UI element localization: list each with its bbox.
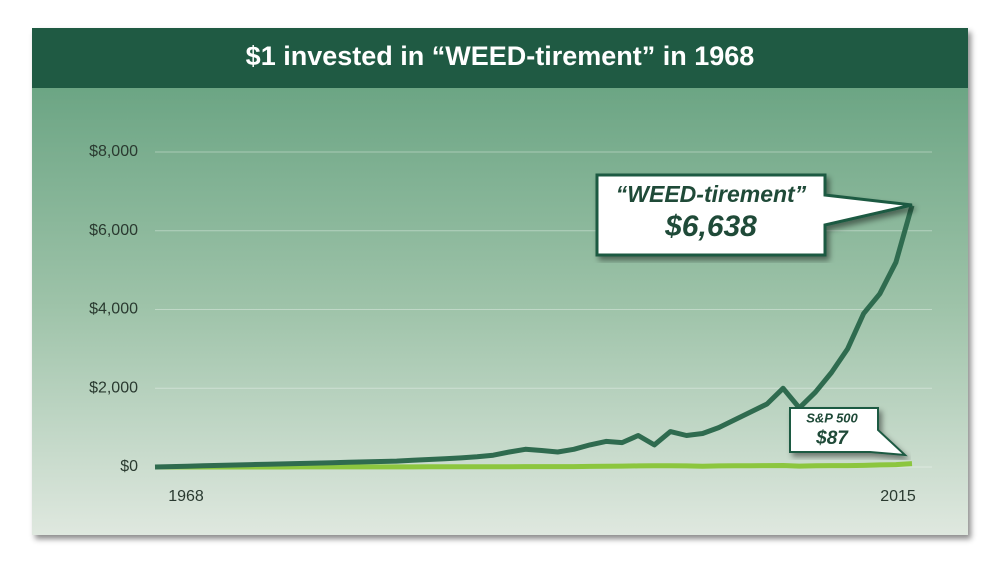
callout-sp-name: S&P 500: [806, 410, 858, 425]
x-tick-label: 2015: [880, 488, 916, 505]
callout-name: “WEED-tirement”: [616, 181, 807, 207]
header: [32, 28, 968, 88]
y-tick-label: $0: [120, 458, 138, 475]
y-tick-label: $4,000: [89, 301, 138, 318]
callout-value: $6,638: [664, 210, 757, 243]
y-tick-label: $8,000: [89, 143, 138, 160]
callout-main: [595, 173, 913, 257]
x-tick-label: 1968: [168, 488, 204, 505]
card: [32, 28, 968, 535]
chart-title: $1 invested in “WEED-tirement” in 1968: [246, 41, 755, 71]
series-line: [155, 461, 913, 470]
callout-sp: [789, 407, 908, 457]
series-line: [154, 204, 915, 470]
y-tick-label: $6,000: [89, 222, 138, 239]
y-tick-label: $2,000: [89, 379, 138, 396]
callout-sp-value: $87: [815, 428, 849, 449]
